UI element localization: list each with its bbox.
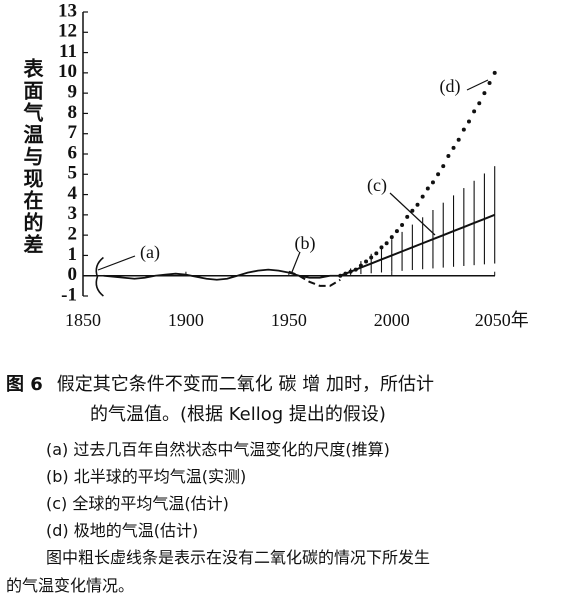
y-tick-label: 2 bbox=[68, 224, 78, 245]
pointer-line bbox=[466, 79, 489, 91]
dot bbox=[436, 172, 441, 177]
pointer-line bbox=[291, 251, 301, 273]
y-tick-label: 5 bbox=[68, 163, 78, 184]
dot bbox=[410, 208, 415, 213]
range-bracket bbox=[95, 256, 104, 297]
y-tick-label: -1 bbox=[61, 284, 77, 305]
x-tick-label: 2000 bbox=[374, 310, 410, 330]
pointer-line bbox=[389, 192, 436, 236]
caption-note: (b) 北半球的平均气温(实测) bbox=[46, 467, 247, 486]
dot bbox=[425, 186, 430, 191]
series-label: (a) bbox=[140, 242, 160, 263]
dot bbox=[364, 259, 369, 264]
dot bbox=[492, 70, 497, 75]
y-tick-label: 9 bbox=[68, 82, 78, 103]
dot bbox=[420, 194, 425, 199]
dot bbox=[456, 137, 461, 142]
caption-remark: 的气温变化情况。 bbox=[6, 576, 135, 595]
x-tick-label: 2050年 bbox=[475, 310, 529, 330]
y-tick-label: 12 bbox=[58, 21, 77, 42]
dot bbox=[482, 91, 487, 96]
figure-number: 图 6 bbox=[6, 374, 43, 395]
y-tick-label: 10 bbox=[58, 61, 77, 82]
dot bbox=[446, 154, 451, 159]
series-label: (b) bbox=[295, 233, 316, 254]
y-tick-label: 13 bbox=[58, 0, 77, 21]
series-label: (d) bbox=[440, 76, 461, 97]
dot bbox=[441, 164, 446, 169]
series-line bbox=[288, 270, 341, 287]
pointer-line bbox=[97, 255, 136, 271]
y-tick-label: 7 bbox=[68, 122, 78, 143]
caption-note: (a) 过去几百年自然状态中气温变化的尺度(推算) bbox=[46, 440, 390, 459]
dot bbox=[430, 180, 435, 185]
x-tick-label: 1950 bbox=[271, 310, 307, 330]
dot bbox=[369, 255, 374, 260]
y-tick-label: 8 bbox=[68, 102, 78, 123]
dot bbox=[348, 269, 353, 274]
dot bbox=[374, 251, 379, 256]
y-tick-label: 4 bbox=[68, 183, 78, 204]
dot bbox=[415, 202, 420, 207]
y-tick-label: 6 bbox=[68, 142, 78, 163]
y-axis-label: 表面气温与现在的差 bbox=[20, 58, 44, 256]
dot bbox=[343, 271, 348, 276]
dot bbox=[394, 229, 399, 234]
dot bbox=[472, 109, 477, 114]
dot bbox=[384, 241, 389, 246]
caption-title: 假定其它条件不变而二氧化 碳 增 加时，所估计 bbox=[56, 374, 434, 395]
series-line bbox=[339, 213, 496, 277]
y-tick-label: 1 bbox=[68, 244, 78, 265]
dot bbox=[379, 245, 384, 250]
dot bbox=[451, 145, 456, 150]
dot bbox=[466, 119, 471, 124]
dot bbox=[400, 223, 405, 227]
y-tick-label: 0 bbox=[68, 264, 78, 285]
y-tick-label: 3 bbox=[68, 203, 78, 224]
dot bbox=[477, 101, 482, 106]
dot bbox=[487, 81, 492, 85]
dot bbox=[353, 267, 358, 272]
dot bbox=[461, 127, 466, 132]
series-label: (c) bbox=[367, 175, 387, 196]
x-tick-label: 1850 bbox=[65, 310, 101, 330]
dot bbox=[389, 235, 394, 240]
caption-remark: 图中粗长虚线条是表示在没有二氧化碳的情况下所发生 bbox=[46, 548, 431, 567]
caption-note: (d) 极地的气温(估计) bbox=[46, 521, 199, 540]
dot bbox=[358, 263, 363, 268]
caption-title: 的气温值。(根据 Kellog 提出的假设) bbox=[90, 404, 386, 425]
y-tick-label: 11 bbox=[59, 41, 77, 62]
dot bbox=[338, 273, 343, 278]
x-tick-label: 1900 bbox=[168, 310, 204, 330]
caption-note: (c) 全球的平均气温(估计) bbox=[46, 494, 229, 513]
dot bbox=[405, 214, 410, 219]
caption-line: 图 6 假定其它条件不变而二氧化 碳 增 加时，所估计 bbox=[6, 370, 434, 396]
